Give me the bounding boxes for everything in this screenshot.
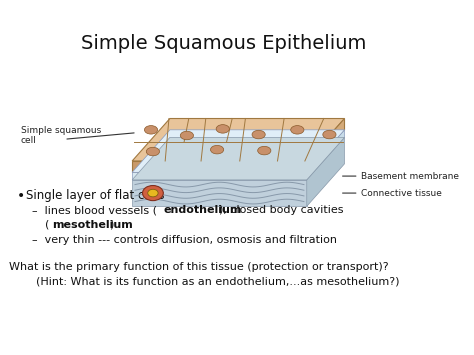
- Polygon shape: [307, 130, 345, 180]
- Text: endothelium: endothelium: [164, 205, 242, 215]
- Text: •: •: [17, 189, 25, 203]
- Polygon shape: [132, 161, 307, 172]
- Polygon shape: [307, 137, 345, 206]
- Text: –  very thin --- controls diffusion, osmosis and filtration: – very thin --- controls diffusion, osmo…: [32, 235, 337, 245]
- Ellipse shape: [180, 131, 193, 140]
- Ellipse shape: [143, 186, 164, 201]
- Text: What is the primary function of this tissue (protection or transport)?: What is the primary function of this tis…: [9, 262, 389, 272]
- Ellipse shape: [252, 130, 265, 139]
- Polygon shape: [132, 137, 345, 180]
- Polygon shape: [132, 180, 307, 206]
- Ellipse shape: [148, 189, 158, 197]
- Ellipse shape: [291, 126, 304, 134]
- Polygon shape: [132, 172, 307, 180]
- Text: (Hint: What is its function as an endothelium,...as mesothelium?): (Hint: What is its function as an endoth…: [36, 276, 400, 286]
- Text: Simple Squamous Epithelium: Simple Squamous Epithelium: [81, 34, 366, 53]
- Ellipse shape: [323, 130, 336, 139]
- Text: Simple squamous
cell: Simple squamous cell: [21, 126, 101, 145]
- Text: mesothelium: mesothelium: [52, 219, 133, 229]
- Ellipse shape: [145, 126, 158, 134]
- Text: (: (: [46, 219, 50, 229]
- Ellipse shape: [258, 146, 271, 155]
- Ellipse shape: [216, 125, 229, 133]
- Text: ): ): [109, 219, 114, 229]
- Text: Basement membrane: Basement membrane: [361, 171, 458, 181]
- Polygon shape: [307, 119, 345, 172]
- Text: –  lines blood vessels (: – lines blood vessels (: [32, 205, 157, 215]
- Text: ), closed body cavities: ), closed body cavities: [219, 205, 344, 215]
- Text: Connective tissue: Connective tissue: [361, 189, 441, 198]
- Polygon shape: [132, 130, 345, 172]
- Ellipse shape: [146, 147, 160, 156]
- Ellipse shape: [210, 146, 224, 154]
- Text: Single layer of flat cells: Single layer of flat cells: [27, 189, 165, 202]
- Polygon shape: [132, 119, 345, 161]
